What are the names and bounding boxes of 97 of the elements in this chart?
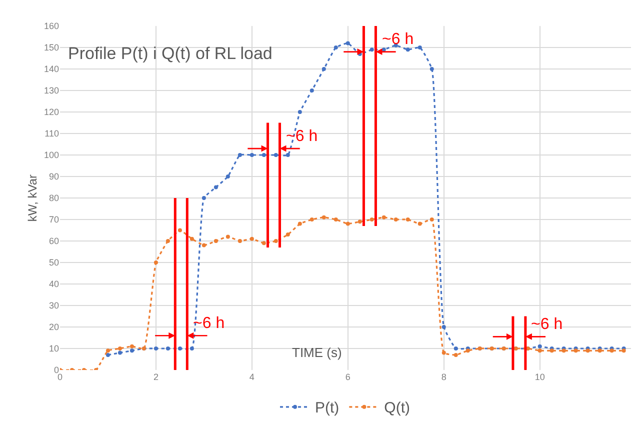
x-tick-label: 8 [441,372,446,382]
point [190,346,194,350]
point [334,46,338,50]
point [370,48,374,52]
point [322,67,326,71]
y-tick-label: 20 [48,322,59,332]
legend-label: P(t) [315,400,340,417]
text: Profile P(t) i Q(t) of RL load [68,44,272,63]
point [430,218,434,222]
point [238,153,242,157]
point [154,346,158,350]
point [178,346,182,350]
point [106,352,110,357]
point [238,239,242,243]
y-tick-label: 100 [44,150,59,160]
point [166,239,170,243]
point [154,260,158,264]
point [574,348,578,353]
point [610,348,614,353]
point [370,218,374,222]
point [346,41,350,46]
y-tick-label: 60 [48,236,59,246]
point [214,185,218,190]
point [382,215,386,220]
ref-line-label: ~6 h [531,316,563,333]
x-tick-label: 10 [534,372,545,382]
point [334,218,338,222]
point [298,222,302,226]
point [346,222,350,226]
point [118,350,122,355]
point [106,348,110,353]
point [430,67,434,71]
point [394,218,398,222]
point [262,153,266,157]
point [586,348,590,353]
point [562,348,566,353]
point [202,196,206,200]
y-tick-label: 50 [48,258,59,268]
x-tick-label: 6 [345,372,350,382]
point [298,110,302,114]
point [130,348,134,353]
legend-label: Q(t) [384,400,410,417]
y-tick-label: 70 [48,214,59,225]
point [286,232,290,237]
y-tick-label: 130 [44,86,59,96]
point [418,46,422,50]
point [118,346,122,350]
point [442,325,446,329]
y-tick-label: 0 [54,365,59,376]
y-tick-label: 10 [48,344,59,354]
point [250,236,254,241]
point [358,220,362,224]
point [226,174,230,178]
y-tick-label: 150 [44,42,59,53]
point [274,153,278,157]
point [322,215,326,220]
y-tick-label: 160 [44,21,59,32]
y-axis-title: kW, kVar [25,174,40,222]
point [310,218,314,222]
point [406,48,410,52]
y-tick-label: 90 [48,172,59,182]
ref-line-label: ~6 h [286,128,318,145]
point [598,348,602,353]
point [226,234,230,239]
point [538,348,542,353]
point [202,243,206,248]
point [406,218,410,222]
point [538,344,542,348]
y-tick-label: 80 [48,193,59,204]
y-tick-label: 140 [44,64,59,74]
point [466,348,470,353]
y-tick-label: 30 [48,300,59,311]
point [310,88,314,92]
point [250,153,254,157]
point [166,346,170,350]
point [178,228,182,232]
point [454,346,458,350]
point [382,48,386,52]
x-tick-label: 2 [153,372,158,382]
x-axis-title: TIME (s) [292,345,342,360]
point [274,239,278,243]
point [214,239,218,243]
point [442,350,446,355]
point [190,236,194,241]
point [262,241,266,246]
y-tick-label: 120 [44,107,59,118]
point [130,344,134,348]
point [622,348,626,353]
point [418,222,422,226]
point [550,348,554,353]
point [286,153,290,157]
x-tick-label: 4 [249,372,254,382]
point [454,352,458,357]
ref-line-label: ~6 h [193,315,225,332]
y-tick-label: 110 [44,128,59,139]
ref-line-label: ~6 h [382,31,414,48]
y-tick-label: 40 [48,279,59,290]
